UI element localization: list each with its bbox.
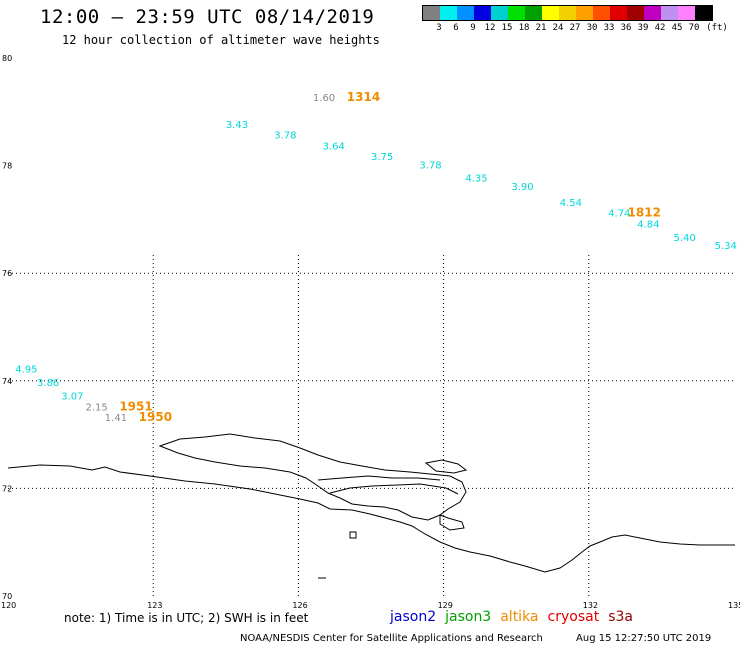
wave-height-legend: 3 6 9 12 15 18 21 24 27 30 33 36 39 42 45 70 (ft): [422, 5, 728, 35]
pass-time-label: 1812: [628, 206, 661, 220]
pass-time-label: 1314: [347, 90, 380, 104]
legend-label: 18: [518, 23, 530, 33]
longitude-label: 126: [292, 601, 307, 610]
latitude-label: 78: [2, 162, 12, 171]
pass-time-label: 1951: [119, 399, 152, 413]
latitude-label: 80: [2, 54, 12, 63]
satellite-jason3: jason3: [445, 609, 492, 625]
latitude-label: 74: [2, 377, 12, 386]
longitude-label: 120: [1, 601, 16, 610]
legend-color-bar: [422, 5, 713, 21]
wave-height-value: 2.15: [85, 402, 107, 413]
generated-timestamp: Aug 15 12:27:50 UTC 2019: [576, 633, 712, 644]
wave-height-value: 3.86: [37, 378, 59, 389]
footer: NOAA/NESDIS Center for Satellite Applica…: [240, 633, 740, 644]
legend-label: 39: [637, 23, 649, 33]
legend-label: 9: [470, 23, 476, 33]
legend-swatch: [695, 6, 712, 20]
credit-text: NOAA/NESDIS Center for Satellite Applica…: [240, 633, 543, 644]
legend-label: 24: [552, 23, 564, 33]
legend-label: 42: [654, 23, 666, 33]
legend-label: 6: [453, 23, 459, 33]
map-subtitle: 12 hour collection of altimeter wave hei…: [62, 33, 380, 47]
legend-swatch: [508, 6, 525, 20]
wave-height-value: 1.41: [105, 413, 127, 424]
legend-label: 27: [569, 23, 581, 33]
wave-height-value: 5.34: [715, 241, 737, 252]
latitude-label: 76: [2, 269, 12, 278]
legend-swatch: [423, 6, 440, 20]
legend-swatch: [678, 6, 695, 20]
coastline-delta-channel: [329, 483, 459, 495]
longitude-label: 129: [438, 601, 453, 610]
wave-height-value: 4.84: [637, 219, 659, 230]
legend-swatch: [440, 6, 457, 20]
legend-swatch: [610, 6, 627, 20]
longitude-label: 123: [147, 601, 162, 610]
legend-swatch: [457, 6, 474, 20]
legend-label: 45: [671, 23, 683, 33]
legend-unit: (ft): [706, 23, 728, 33]
legend-swatch: [542, 6, 559, 20]
units-note: note: 1) Time is in UTC; 2) SWH is in fe…: [64, 611, 309, 625]
legend-label: 30: [586, 23, 598, 33]
coastline-island-east: [439, 514, 465, 531]
wave-height-value: 1.60: [313, 93, 335, 104]
legend-swatch: [559, 6, 576, 20]
legend-label: 3: [436, 23, 442, 33]
longitude-label: 135: [728, 601, 740, 610]
satellite-s3a: s3a: [608, 609, 633, 625]
legend-label: 36: [620, 23, 632, 33]
wave-height-value: 3.78: [274, 131, 296, 142]
coastline-island-north: [424, 459, 468, 474]
legend-swatch: [661, 6, 678, 20]
wave-height-value: 3.78: [419, 160, 441, 171]
legend-swatch: [627, 6, 644, 20]
legend-label: 70: [688, 23, 700, 33]
coastline: [7, 433, 735, 579]
coastline-delta: [158, 433, 467, 521]
latitude-label: 70: [2, 592, 12, 601]
wave-height-value: 5.40: [674, 233, 696, 244]
legend-swatch: [576, 6, 593, 20]
map-title: 12:00 – 23:59 UTC 08/14/2019: [40, 6, 375, 28]
wave-height-value: 4.95: [15, 365, 37, 376]
satellite-cryosat: cryosat: [547, 609, 600, 625]
legend-swatch: [491, 6, 508, 20]
legend-label: 12: [484, 23, 496, 33]
legend-swatch: [644, 6, 661, 20]
latitude-label: 72: [2, 484, 12, 493]
wave-height-value: 4.35: [465, 174, 487, 185]
legend-swatch: [525, 6, 542, 20]
wave-height-value: 3.90: [511, 182, 533, 193]
coastline-delta-channel-2: [317, 475, 441, 481]
legend-labels: 3 6 9 12 15 18 21 24 27 30 33 36 39 42 45 70 (ft): [422, 21, 728, 35]
longitude-label: 132: [583, 601, 598, 610]
legend-label: 33: [603, 23, 615, 33]
satellite-altika: altika: [500, 609, 539, 625]
pass-time-label: 1950: [139, 410, 172, 424]
wave-height-value: 4.74: [608, 209, 630, 220]
legend-label: 21: [535, 23, 547, 33]
legend-swatch: [593, 6, 610, 20]
wave-height-observations: 1.60 3.43 3.78 3.64 3.75 3.78 4.35 3.90 4.54 4.74…: [15, 93, 737, 424]
wave-height-value: 3.64: [323, 141, 345, 152]
coastline-mainland: [7, 464, 735, 573]
legend-swatch: [474, 6, 491, 20]
legend-label: 15: [501, 23, 513, 33]
wave-height-value: 4.54: [560, 198, 582, 209]
satellite-legend: jason2 jason3 altika cryosat s3a: [390, 609, 642, 625]
wave-height-value: 3.43: [226, 120, 248, 131]
satellite-jason2: jason2: [390, 609, 437, 625]
wave-height-value: 3.75: [371, 152, 393, 163]
wave-height-value: 3.07: [61, 392, 83, 403]
graticule: [8, 255, 735, 596]
coastline-islet-1: [349, 531, 357, 539]
